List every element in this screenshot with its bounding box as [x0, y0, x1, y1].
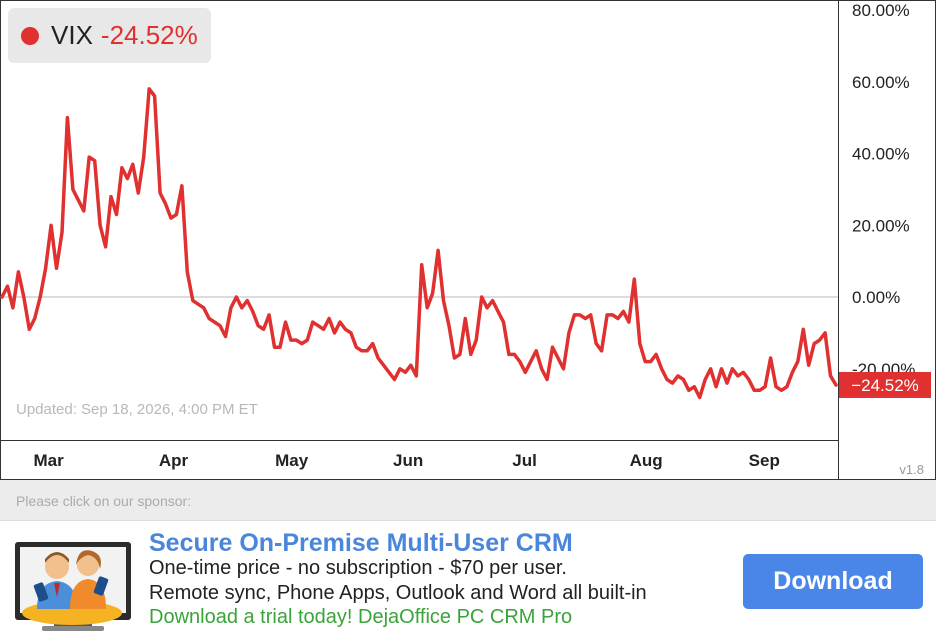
x-tick-label: May: [275, 451, 309, 470]
x-tick-label: Mar: [33, 451, 64, 470]
x-tick-label: Apr: [159, 451, 189, 470]
sponsor-label: Please click on our sponsor:: [16, 493, 192, 509]
y-tick-label: 80.00%: [852, 1, 910, 20]
series-dot-icon: [21, 26, 39, 45]
ad-line-3: Download a trial today! DejaOffice PC CR…: [149, 606, 573, 628]
x-tick-label: Sep: [749, 451, 780, 470]
ad-title-link[interactable]: Secure On-Premise Multi-User CRM: [149, 529, 573, 557]
crm-people-phones-icon[interactable]: [12, 537, 134, 633]
sponsor-ad[interactable]: Secure On-Premise Multi-User CRM One-tim…: [0, 520, 936, 641]
x-tick-label: Jul: [512, 451, 537, 470]
y-tick-label: 0.00%: [852, 288, 900, 307]
updated-timestamp: Updated: Sep 18, 2026, 4:00 PM ET: [16, 401, 258, 418]
download-button[interactable]: Download: [743, 554, 923, 609]
y-tick-label: 60.00%: [852, 73, 910, 92]
last-value-tag: [839, 371, 931, 398]
y-tick-label: 20.00%: [852, 216, 910, 235]
vix-chart: 80.00%60.00%40.00%20.00%0.00%-20.00%Mar A…: [0, 0, 936, 480]
x-tick-label: Jun: [393, 451, 423, 470]
last-value-label: −24.52%: [851, 376, 919, 395]
sponsor-bar: Please click on our sponsor:: [0, 480, 936, 520]
legend-symbol: VIX: [51, 20, 93, 50]
series-line-vix: [0, 87, 838, 400]
chart-area: 80.00% 60.00% 40.00% 20.00% 0.00% -20.00% Mar A…: [0, 0, 936, 480]
y-tick-label: 40.00%: [852, 145, 910, 164]
version-label: v1.8: [899, 462, 924, 477]
legend-box: VIX -24.52%: [8, 8, 211, 63]
x-tick-label: Aug: [630, 451, 663, 470]
ad-line-2: Remote sync, Phone Apps, Outlook and Wor…: [149, 582, 647, 604]
ad-line-1: One-time price - no subscription - $70 p…: [149, 557, 567, 579]
legend-change: -24.52%: [100, 20, 198, 50]
